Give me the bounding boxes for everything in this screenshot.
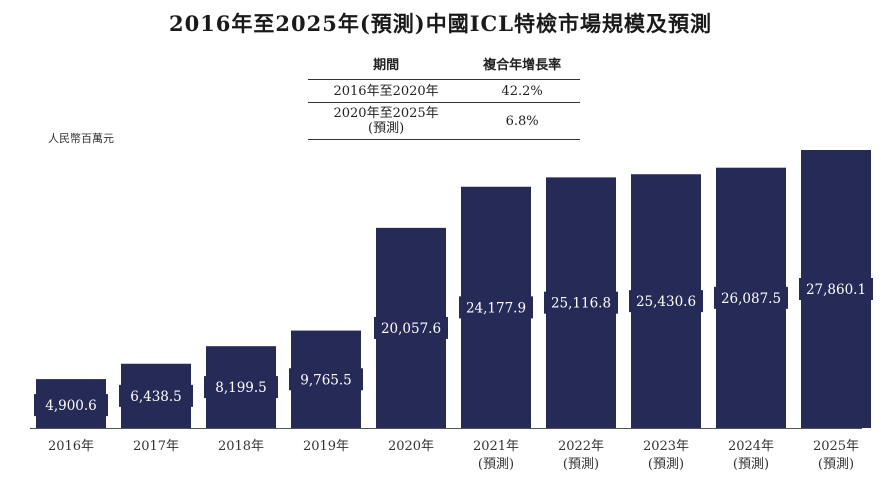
- x-tick-label: 2020年: [388, 439, 434, 454]
- x-tick-label: 2016年: [48, 439, 94, 454]
- value-label: 26,087.5: [721, 291, 781, 307]
- value-label: 6,438.5: [130, 389, 182, 405]
- value-label-box: [714, 286, 788, 309]
- value-label-box: [289, 368, 363, 391]
- value-label: 25,116.8: [551, 296, 611, 312]
- value-label-box: [119, 384, 193, 407]
- value-label: 8,199.5: [215, 380, 267, 396]
- cagr-row: 2020年至2025年 (預測) 6.8%: [308, 102, 580, 140]
- unit-label: 人民幣百萬元: [48, 132, 114, 145]
- value-label-box: [204, 376, 278, 399]
- cagr-period-cell: 2016年至2020年: [308, 79, 465, 103]
- x-tick-label: 2025年: [813, 439, 859, 454]
- x-tick-label: 2019年: [303, 439, 349, 454]
- x-tick-note: (預測): [818, 457, 854, 472]
- value-label: 25,430.6: [636, 294, 696, 310]
- cagr-row: 2016年至2020年 42.2%: [308, 79, 580, 103]
- value-label: 20,057.6: [381, 321, 441, 337]
- x-tick-note: (預測): [733, 457, 769, 472]
- value-label: 27,860.1: [806, 282, 866, 298]
- cagr-header-rate: 複合年增長率: [464, 50, 580, 80]
- cagr-period: 2016年至2020年: [333, 83, 439, 99]
- cagr-table: 期間 複合年增長率 2016年至2020年 42.2% 2020年至2025年 …: [308, 50, 580, 140]
- x-tick-label: 2017年: [133, 439, 179, 454]
- value-label-box: [374, 316, 448, 339]
- value-label-box: [799, 278, 873, 300]
- cagr-period: 2020年至2025年: [333, 106, 439, 121]
- value-label: 24,177.9: [466, 300, 526, 316]
- cagr-period-note: (預測): [368, 121, 405, 136]
- cagr-period-cell: 2020年至2025年 (預測): [308, 102, 465, 140]
- x-tick-label: 2024年: [728, 439, 774, 454]
- x-tick-note: (預測): [478, 457, 514, 472]
- x-tick-label: 2021年: [473, 439, 519, 454]
- x-tick-note: (預測): [563, 457, 599, 472]
- value-label-box: [459, 296, 533, 319]
- chart-title: 2016年至2025年(預測)中國ICL特檢市場規模及預測: [168, 11, 713, 36]
- x-tick-note: (預測): [648, 457, 684, 472]
- value-label-box: [629, 290, 703, 313]
- cagr-header-period: 期間: [308, 50, 465, 80]
- x-tick-label: 2023年: [643, 439, 689, 454]
- cagr-rate: 42.2%: [464, 79, 580, 103]
- x-tick-label: 2022年: [558, 439, 604, 454]
- x-tick-label: 2018年: [218, 439, 264, 454]
- value-label: 4,900.6: [45, 398, 97, 414]
- cagr-rate: 6.8%: [464, 102, 580, 140]
- value-label-box: [544, 291, 618, 314]
- value-label: 9,765.5: [300, 372, 352, 388]
- value-label-box: [34, 394, 108, 417]
